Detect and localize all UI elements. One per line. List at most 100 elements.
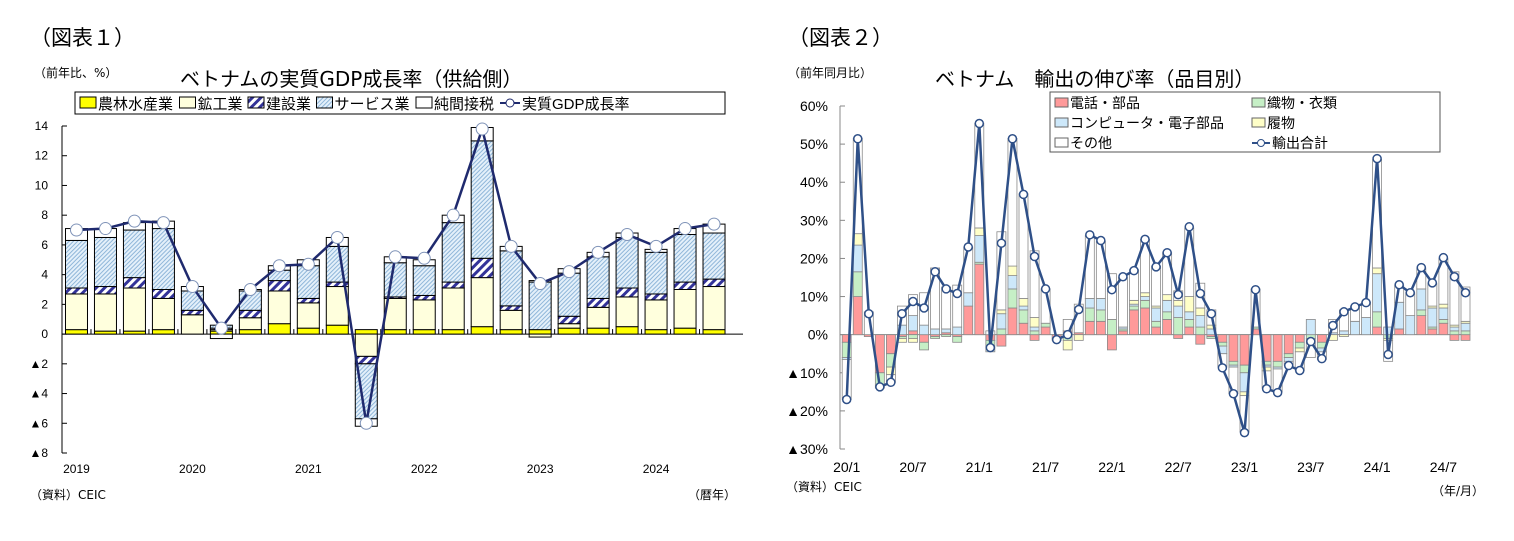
- bar-segment: [644, 293, 668, 301]
- bar-segment: [952, 326, 963, 336]
- bar-segment: [325, 324, 349, 335]
- y-tick-label: 0: [41, 327, 48, 341]
- legend-label: 織物・衣類: [1267, 95, 1337, 111]
- gdp-growth-point: [417, 251, 431, 265]
- legend-box: [1049, 91, 1441, 153]
- export-total-point: [886, 377, 896, 388]
- bar-segment: [1372, 273, 1382, 313]
- bar-segment: [1007, 275, 1018, 290]
- x-tick-label: 20/1: [833, 459, 860, 475]
- export-total-point: [1040, 284, 1051, 294]
- gdp-growth-point: [562, 265, 576, 279]
- bar-segment: [180, 309, 204, 316]
- bar-segment: [702, 329, 726, 335]
- y-tick-label: 10%: [800, 289, 828, 305]
- export-total-point: [1162, 247, 1172, 258]
- legend-label: コンピュータ・電子部品: [1070, 115, 1224, 131]
- export-total-point: [952, 288, 962, 299]
- bar-segment: [673, 234, 697, 283]
- bar-segment: [908, 338, 918, 343]
- bar-segment: [1361, 317, 1371, 336]
- bar-segment: [1162, 294, 1173, 301]
- figure2-unit: （前年同月比）: [788, 66, 873, 80]
- bar-segment: [1040, 326, 1051, 336]
- bar-segment: [1018, 322, 1029, 336]
- bar-segment: [122, 229, 146, 279]
- gdp-growth-point: [301, 257, 315, 271]
- bar-segment: [499, 329, 523, 335]
- bar-segment: [1184, 319, 1195, 328]
- export-total-point: [1085, 230, 1095, 240]
- y-tick-label: 8: [41, 208, 48, 222]
- bar-segment: [1095, 298, 1106, 311]
- bar-segment: [1416, 315, 1427, 336]
- gdp-growth-point: [98, 222, 112, 236]
- gdp-growth-point: [620, 228, 634, 242]
- x-tick-label: 2024: [643, 462, 670, 476]
- bar-segment: [1195, 315, 1206, 328]
- legend-swatch: [247, 96, 265, 109]
- bar-segment: [1151, 307, 1161, 322]
- export-total-point: [1416, 262, 1427, 273]
- export-total-point: [1029, 251, 1040, 262]
- y-tick-label: ▲4: [29, 387, 48, 401]
- figure1-label: （図表１）: [30, 26, 135, 50]
- y-tick-label: 2: [41, 297, 48, 311]
- y-tick-label: 60%: [800, 98, 828, 114]
- bar-segment: [238, 329, 262, 335]
- legend-swatch: [1251, 97, 1266, 108]
- bar-segment: [586, 297, 610, 308]
- bar-segment: [470, 277, 494, 328]
- bar-segment: [930, 336, 940, 339]
- bar-segment: [1339, 334, 1349, 337]
- x-tick-label: 22/7: [1165, 459, 1192, 475]
- y-tick-label: 30%: [800, 212, 828, 228]
- export-total-point: [908, 296, 918, 307]
- bar-segment: [1084, 235, 1095, 299]
- bar-segment: [1162, 252, 1173, 296]
- bar-segment: [1084, 307, 1095, 322]
- gdp-growth-point: [475, 122, 489, 136]
- bar-segment: [1283, 334, 1294, 355]
- export-total-point: [1339, 307, 1349, 317]
- export-total-point: [941, 284, 951, 294]
- legend-swatch: [1251, 117, 1266, 128]
- export-total-point: [930, 267, 940, 277]
- bar-segment: [557, 323, 581, 329]
- bar-segment: [1018, 298, 1029, 307]
- bar-segment: [412, 329, 436, 335]
- bar-segment: [1151, 320, 1161, 328]
- bar-segment: [441, 222, 465, 283]
- bar-segment: [93, 286, 117, 295]
- bar-segment: [615, 326, 639, 335]
- legend-swatch: [316, 96, 333, 109]
- bar-segment: [1416, 309, 1427, 317]
- bar-segment: [354, 355, 378, 365]
- bar-segment: [615, 236, 639, 289]
- bar-segment: [930, 328, 940, 336]
- bar-segment: [615, 296, 639, 328]
- bar-segment: [1283, 357, 1294, 362]
- bar-segment: [1173, 334, 1184, 339]
- bar-segment: [1140, 296, 1150, 301]
- bar-segment: [1372, 311, 1382, 328]
- bar-segment: [296, 297, 320, 304]
- legend-swatch: [1054, 97, 1069, 108]
- export-total-point: [1151, 262, 1161, 272]
- bar-segment: [1438, 307, 1449, 320]
- export-total-point: [1394, 279, 1404, 290]
- bar-segment: [974, 235, 985, 263]
- export-total-point: [1195, 288, 1206, 299]
- bar-segment: [1184, 296, 1195, 313]
- y-tick-label: 14: [35, 119, 49, 133]
- bar-segment: [1084, 320, 1095, 336]
- bar-segment: [238, 309, 262, 319]
- bar-segment: [1162, 319, 1173, 336]
- bar-segment: [1449, 326, 1460, 332]
- bar-segment: [963, 292, 974, 307]
- bar-segment: [996, 334, 1007, 347]
- export-total-point: [1217, 363, 1228, 373]
- export-total-point: [841, 394, 852, 405]
